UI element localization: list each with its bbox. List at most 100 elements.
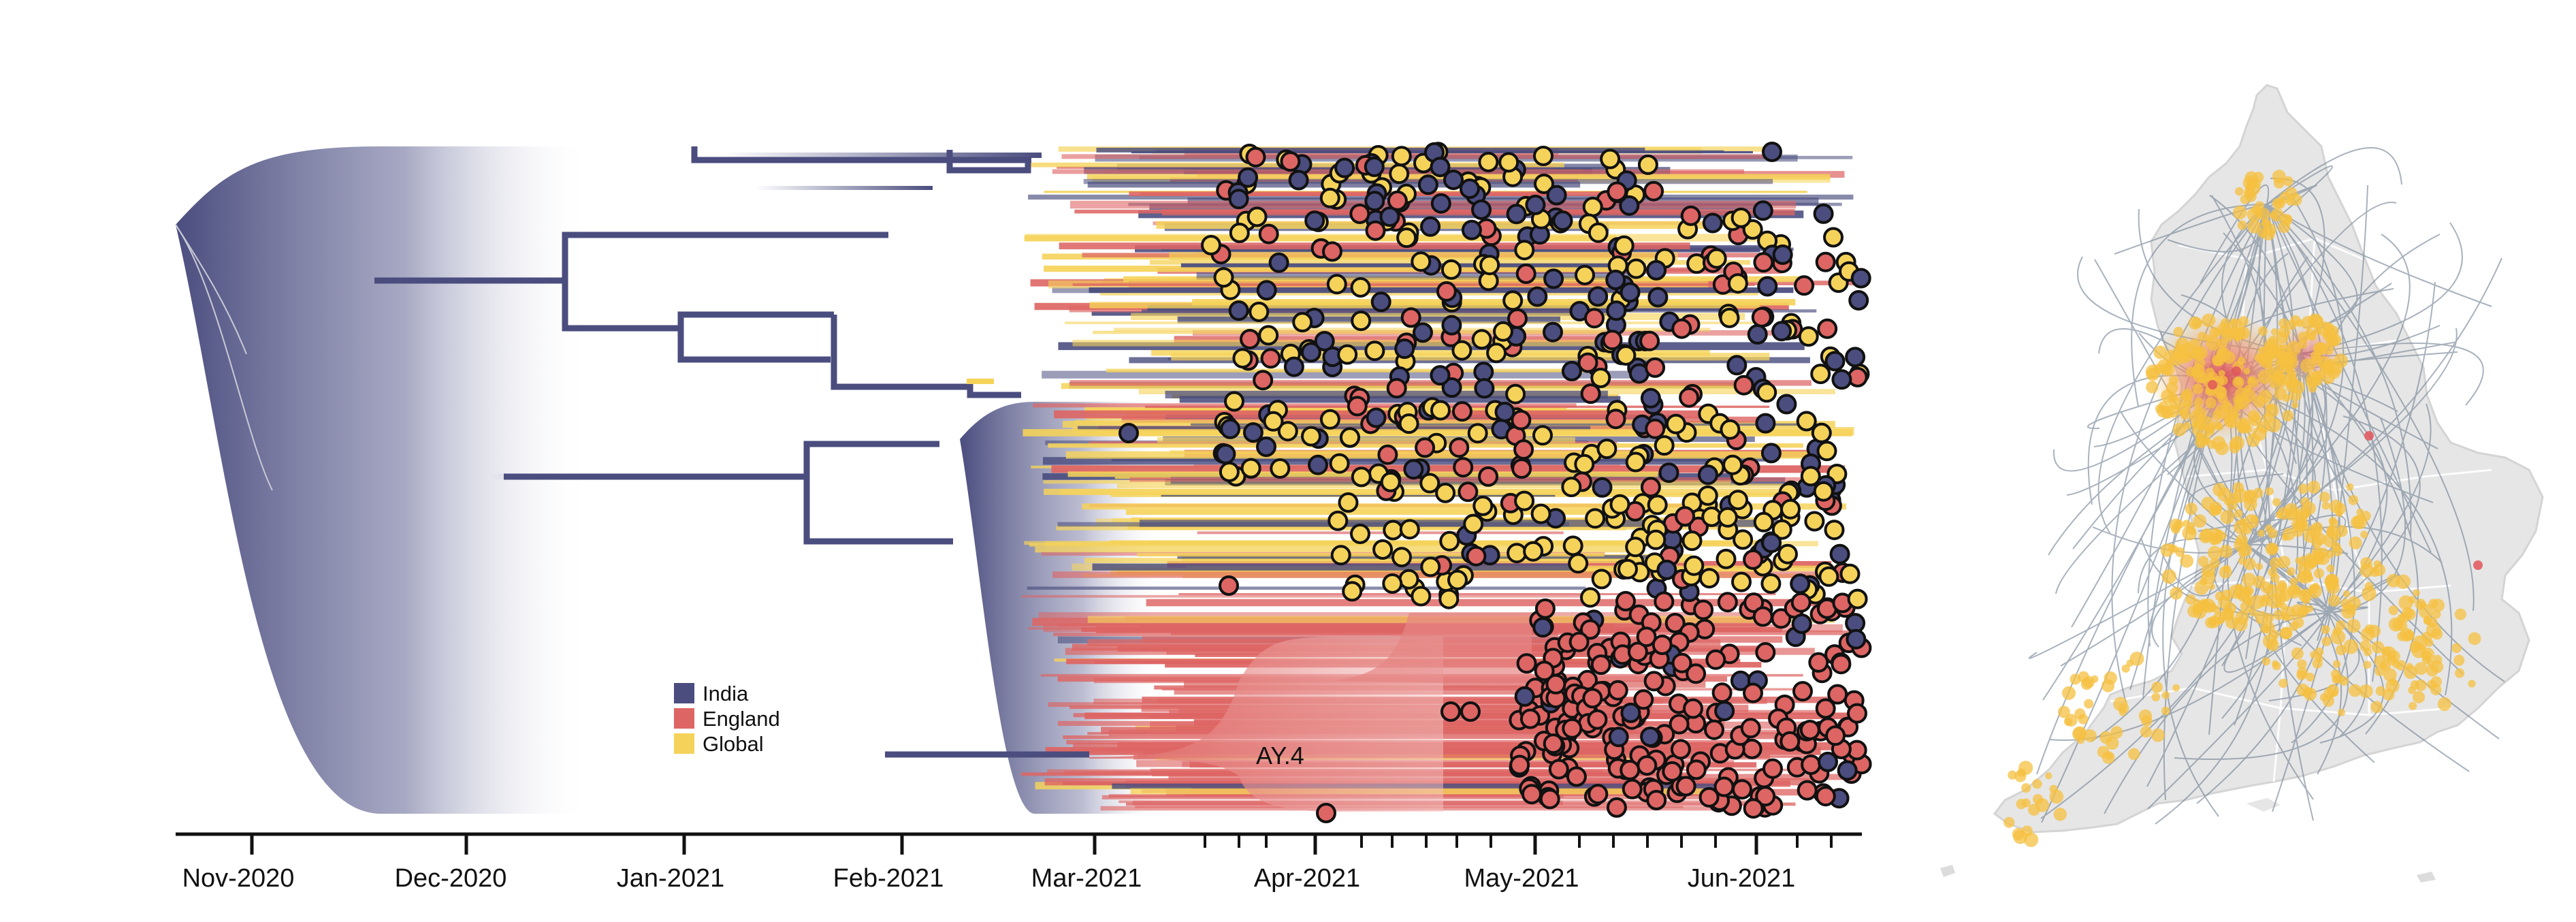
map-point	[2003, 816, 2015, 828]
ay4-label: AY.4	[1256, 742, 1304, 769]
map-point	[2338, 708, 2345, 716]
map-point	[2201, 563, 2216, 578]
tip-point	[1436, 281, 1457, 302]
map-point	[2244, 490, 2255, 500]
map-point	[2166, 381, 2178, 394]
map-point	[2314, 647, 2324, 657]
map-point	[2016, 799, 2027, 810]
tip-point	[1240, 458, 1261, 479]
tip-point	[1719, 307, 1740, 328]
tip-point	[1220, 418, 1241, 439]
map-point	[2286, 567, 2296, 576]
map-point	[2232, 481, 2244, 494]
tip-point	[1372, 539, 1394, 560]
tip-point	[1579, 619, 1600, 640]
map-point	[2198, 530, 2212, 543]
map-point	[2194, 346, 2208, 360]
axis-label-nov-2020: Nov-2020	[182, 864, 295, 893]
tip-point	[1451, 401, 1472, 422]
tip-point	[1813, 203, 1834, 224]
tip-point	[1461, 219, 1482, 240]
map-point	[2207, 545, 2222, 560]
tip-point	[1304, 210, 1325, 232]
tip-point	[1387, 190, 1408, 211]
transmission-arc	[2221, 353, 2314, 719]
tip-point	[1743, 682, 1763, 703]
map-point	[2032, 778, 2042, 789]
tip-point	[1801, 754, 1822, 775]
tip-point	[1608, 727, 1629, 748]
map-point	[2424, 617, 2432, 625]
tip-point	[1493, 321, 1513, 342]
tip-point	[1453, 457, 1474, 478]
lineage-band	[1178, 593, 1776, 596]
lineage-band	[1057, 522, 1569, 527]
map-panel	[1940, 84, 2544, 883]
tip-point	[1811, 422, 1832, 443]
map-point	[2219, 544, 2233, 558]
map-point	[2279, 678, 2288, 688]
map-point	[2412, 690, 2426, 703]
tip-point	[1516, 653, 1537, 674]
map-point	[2348, 494, 2359, 505]
tip-point	[1606, 300, 1627, 321]
tip-point	[1686, 759, 1707, 780]
tip-point	[1478, 152, 1499, 172]
tip-point	[1411, 586, 1432, 607]
map-point	[2185, 594, 2196, 605]
map-point	[2305, 672, 2315, 682]
map-point	[2161, 569, 2177, 584]
map-point	[2415, 679, 2427, 691]
tip-point	[1527, 286, 1548, 307]
tip-point	[1645, 418, 1666, 439]
tip-point	[1747, 324, 1768, 345]
tip-point	[1219, 462, 1240, 482]
tip-point	[1478, 466, 1499, 487]
tip-point	[1815, 786, 1836, 807]
tip-point	[1364, 191, 1385, 212]
map-point	[2180, 390, 2192, 402]
map-point	[2303, 502, 2316, 515]
tip-point	[1562, 535, 1583, 556]
tip-point	[1671, 318, 1692, 339]
tip-point	[1637, 154, 1658, 175]
map-point	[2297, 659, 2307, 669]
map-point	[2194, 397, 2204, 407]
map-point	[2191, 317, 2203, 329]
map-point	[2311, 522, 2323, 534]
lineage-band	[1095, 626, 1653, 633]
map-point	[2078, 714, 2089, 725]
map-point	[2008, 770, 2017, 780]
map-point	[2223, 329, 2233, 338]
axis-label-jun-2021: Jun-2021	[1688, 864, 1795, 893]
tip-point	[1391, 547, 1412, 568]
tip-point	[1643, 671, 1664, 692]
tip-point	[1283, 356, 1304, 377]
map-point	[2280, 213, 2293, 226]
lineage-band	[1161, 494, 1556, 497]
tip-point	[1263, 411, 1284, 432]
map-point	[2196, 416, 2206, 426]
map-point	[2161, 690, 2170, 699]
map-point	[2121, 664, 2130, 673]
tip-point	[1326, 274, 1347, 295]
map-point	[2328, 516, 2337, 525]
tip-point	[1511, 409, 1532, 430]
map-point	[2379, 660, 2392, 671]
tip-point	[1268, 252, 1289, 273]
map-point	[2276, 379, 2286, 388]
map-point	[2239, 543, 2253, 557]
tip-point	[1823, 227, 1844, 248]
tip-point	[1396, 227, 1417, 249]
map-point	[2307, 480, 2321, 494]
map-point	[2454, 608, 2466, 620]
tip-point	[1486, 343, 1507, 364]
tip-point	[1619, 195, 1640, 216]
tip-point	[1755, 642, 1776, 663]
tip-point	[1698, 786, 1720, 808]
map-point	[2257, 421, 2270, 434]
tip-point	[1780, 731, 1801, 752]
map-point	[2275, 511, 2284, 519]
map-point	[2220, 318, 2230, 328]
map-point	[2326, 581, 2340, 594]
